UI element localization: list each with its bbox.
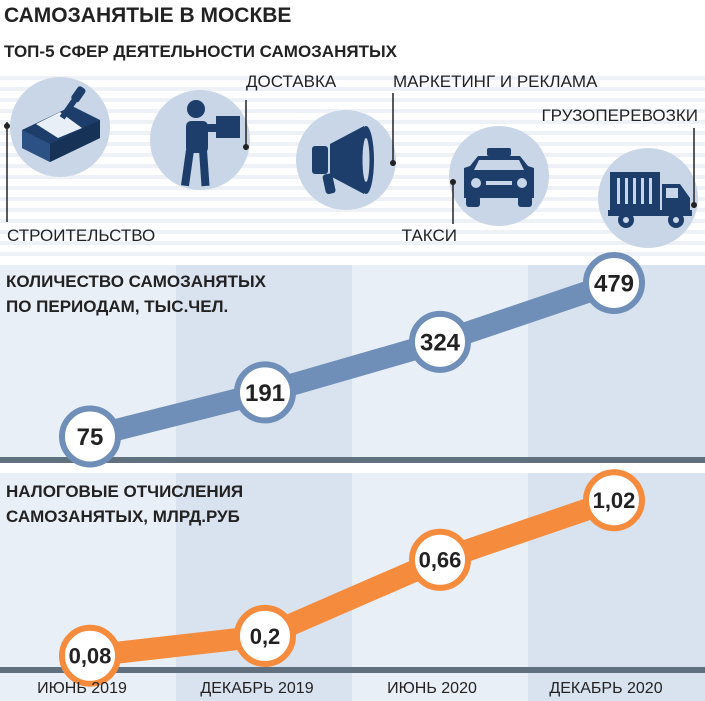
chart2-point-marker (409, 528, 471, 591)
sphere-label-marketing: МАРКЕТИНГ И РЕКЛАМА (393, 72, 598, 91)
chart1-data-label: 479 (594, 271, 634, 298)
x-tick-label: ДЕКАБРЬ 2020 (549, 680, 662, 697)
chart1-baseline (0, 457, 705, 463)
x-axis-labels: ИЮНЬ 2019 ДЕКАБРЬ 2019 ИЮНЬ 2020 ДЕКАБРЬ 20… (37, 680, 663, 697)
sphere-label-freight: ГРУЗОПЕРЕВОЗКИ (541, 106, 698, 125)
stripe (0, 87, 705, 91)
stripe (0, 98, 705, 102)
chart1-point-marker (59, 405, 121, 468)
stripe (0, 252, 705, 256)
chart1-title-line2: ПО ПЕРИОДАМ, ТЫС.ЧЕЛ. (6, 297, 228, 316)
chart1-title: КОЛИЧЕСТВО САМОЗАНЯТЫХ ПО ПЕРИОДАМ, ТЫС.… (6, 272, 267, 316)
megaphone-icon (312, 126, 374, 195)
chart1-plot: 75 191 324 479 (59, 251, 645, 468)
subtitle: ТОП-5 СФЕР ДЕЯТЕЛЬНОСТИ САМОЗАНЯТЫХ (4, 42, 398, 61)
chart1-data-label: 75 (77, 424, 104, 451)
chart1-point-marker (409, 310, 471, 373)
chart1-point-1: 75 (59, 405, 121, 468)
chart2-point-2: 0,2 (234, 604, 296, 667)
x-tick-label: ИЮНЬ 2020 (387, 680, 477, 697)
chart1-point-3: 324 (409, 310, 471, 373)
taxi-icon (464, 148, 534, 207)
chart1-title-line1: КОЛИЧЕСТВО САМОЗАНЯТЫХ (6, 272, 267, 291)
chart2-data-label: 0,2 (250, 624, 281, 649)
sphere-label-taxi: ТАКСИ (402, 226, 457, 245)
sphere-label-construction: СТРОИТЕЛЬСТВО (7, 226, 155, 245)
sphere-label-delivery: ДОСТАВКА (246, 72, 337, 91)
main-title: САМОЗАНЯТЫЕ В МОСКВЕ (4, 4, 291, 27)
stripe (0, 230, 705, 234)
chart2-title-line2: САМОЗАНЯТЫХ, МЛРД.РУБ (6, 507, 240, 526)
truck-icon (608, 172, 692, 228)
chart2-point-1: 0,08 (59, 624, 121, 687)
chart2-point-4: 1,02 (583, 469, 645, 532)
chart-separator (0, 463, 705, 473)
chart1-data-label: 324 (420, 330, 461, 357)
chart1-data-label: 191 (245, 380, 285, 407)
sphere-marketing (296, 110, 396, 210)
chart2-title-line1: НАЛОГОВЫЕ ОТЧИСЛЕНИЯ (6, 482, 243, 501)
stripe (0, 241, 705, 245)
chart2-baseline (0, 667, 705, 673)
trowel-brick-icon (22, 86, 100, 162)
chart1-point-4: 479 (583, 251, 645, 314)
sphere-construction (10, 77, 110, 177)
chart1-series-line (87, 272, 618, 448)
chart2-series-line (88, 489, 618, 667)
chart2-title: НАЛОГОВЫЕ ОТЧИСЛЕНИЯ САМОЗАНЯТЫХ, МЛРД.Р… (6, 482, 243, 526)
sphere-delivery (150, 90, 250, 190)
stripe (0, 208, 705, 212)
chart2-data-label: 0,08 (69, 644, 112, 669)
chart2-plot: 0,08 0,2 0,66 1,02 (59, 469, 645, 687)
chart2-point-marker (583, 469, 645, 532)
chart2-point-3: 0,66 (409, 528, 471, 591)
chart2-data-label: 0,66 (419, 548, 462, 573)
chart2-data-label: 1,02 (593, 488, 636, 513)
chart1-point-marker (583, 251, 645, 314)
chart1-point-2: 191 (234, 361, 296, 424)
x-tick-label: ИЮНЬ 2019 (37, 680, 127, 697)
sphere-freight (598, 148, 698, 248)
x-tick-label: ДЕКАБРЬ 2019 (200, 680, 313, 697)
courier-icon (181, 100, 240, 187)
stripe (0, 219, 705, 223)
sphere-taxi (449, 126, 549, 226)
chart2-point-marker (234, 604, 296, 667)
stripe (0, 76, 705, 80)
sphere-labels: СТРОИТЕЛЬСТВО ДОСТАВКА МАРКЕТИНГ И РЕКЛА… (4, 72, 698, 245)
chart1-point-marker (234, 361, 296, 424)
chart2-point-marker (59, 624, 121, 687)
